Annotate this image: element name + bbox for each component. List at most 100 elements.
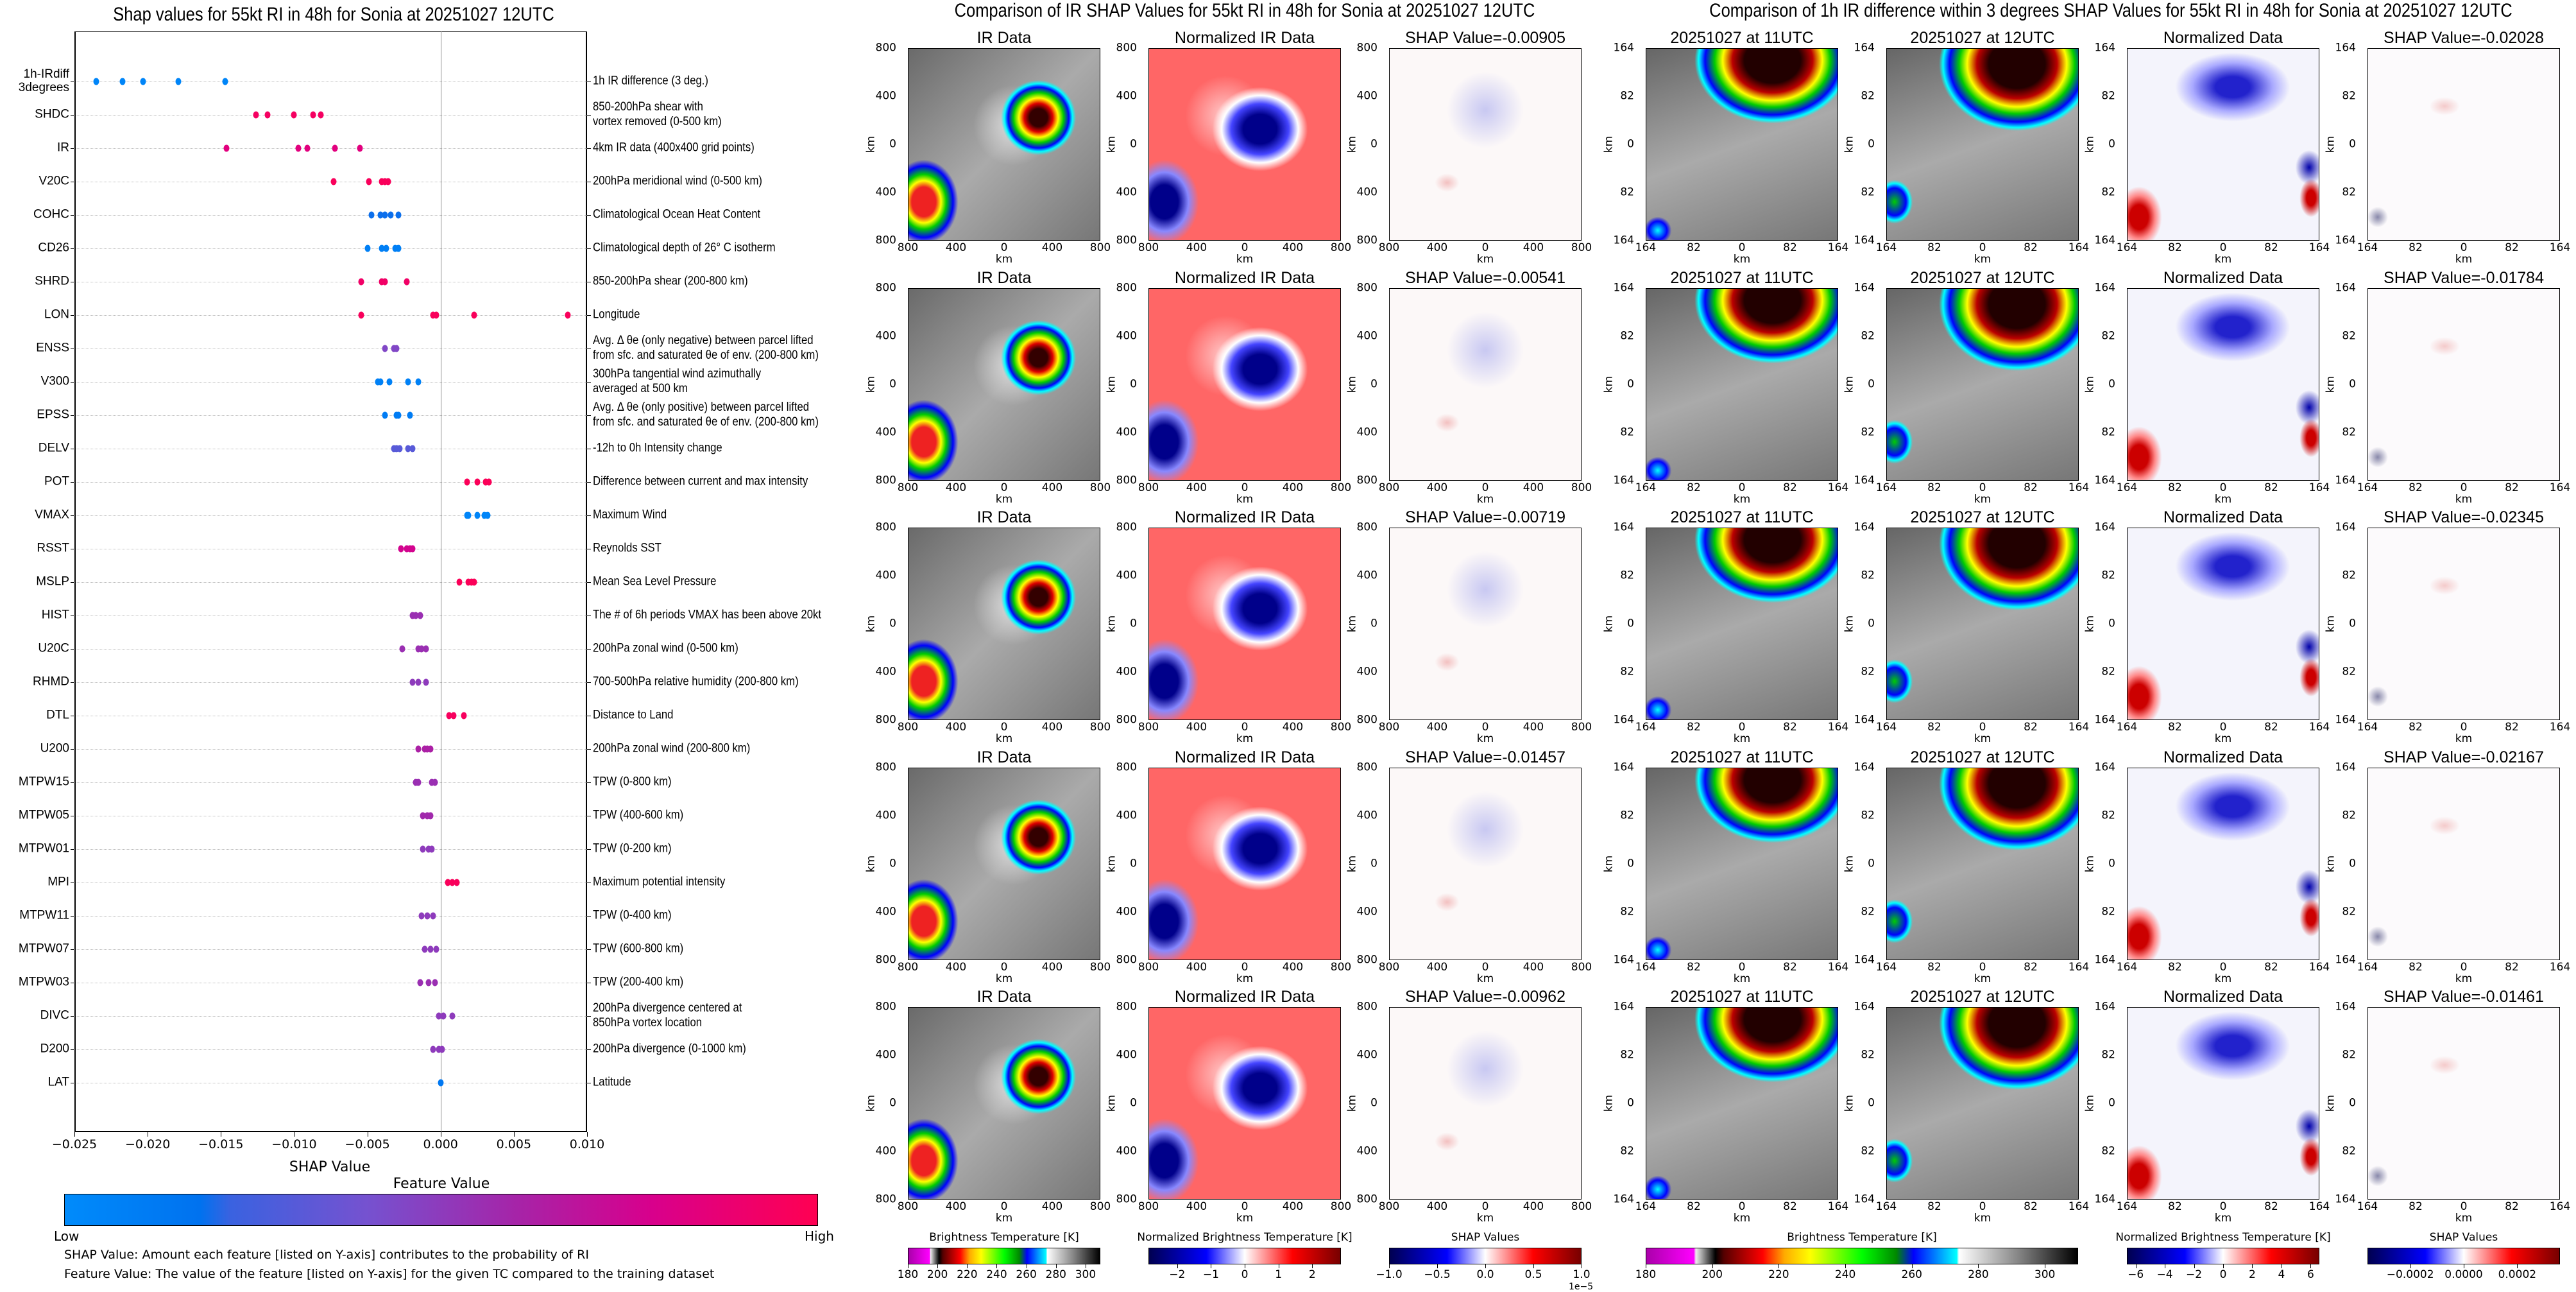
- image-panel-normalized-diff: [2127, 528, 2319, 720]
- y-tick-label: 82: [2101, 569, 2115, 582]
- x-tick-label: 164: [1875, 241, 1897, 254]
- shap-point: [427, 812, 434, 820]
- y-tick-label: 0: [2349, 857, 2356, 870]
- panel-title: 20251027 at 11UTC: [1670, 268, 1814, 287]
- shap-point: [449, 879, 456, 886]
- x-tick-label: 400: [1186, 241, 1207, 254]
- shap-point: [424, 745, 431, 753]
- y-tick-label: 400: [1116, 569, 1137, 582]
- y-tick-label: 164: [1854, 474, 1875, 487]
- y-tick-label: 0: [1868, 1096, 1875, 1110]
- feature-label: 1h-IRdiff 3degrees: [18, 67, 69, 94]
- colorbar-tick: [1177, 1264, 1178, 1268]
- colorbar-tick-label: 260: [1901, 1268, 1922, 1281]
- x-tick-label: −0.010: [271, 1137, 317, 1151]
- shap-point: [439, 1046, 445, 1053]
- x-tick-label: 800: [1089, 241, 1111, 254]
- x-tick-label: 800: [1330, 481, 1352, 494]
- y-tick-label: 400: [1116, 809, 1137, 822]
- image-panel-ir-11utc: [1646, 288, 1838, 481]
- shap-point: [427, 945, 434, 953]
- grid-line: [74, 482, 587, 483]
- image-panel-normalized-diff: [2127, 767, 2319, 960]
- y-tick-label: 82: [1620, 569, 1634, 582]
- y-tick-label: 0: [1370, 377, 1378, 390]
- feature-description: 850-200hPa shear with vortex removed (0-…: [593, 100, 722, 128]
- y-tick-label: 800: [1356, 41, 1378, 55]
- image-panel-normalized-ir: [1148, 528, 1341, 720]
- shap-point: [379, 245, 385, 252]
- x-tick-label: 0: [1738, 481, 1746, 494]
- y-tick-label: 164: [1854, 1000, 1875, 1013]
- x-tick-label: 82: [2168, 721, 2182, 734]
- y-tick-label: 0: [2108, 377, 2115, 390]
- y-tick-right: [587, 782, 591, 783]
- shap-point: [471, 311, 477, 319]
- y-tick-label: 0: [889, 617, 896, 630]
- x-tick-label: 164: [2116, 241, 2138, 254]
- shap-point: [318, 111, 324, 119]
- y-axis-label: km: [1843, 135, 1856, 153]
- image-panel-ir-11utc: [1646, 48, 1838, 241]
- y-tick-label: 164: [1854, 234, 1875, 247]
- shap-point: [430, 1046, 436, 1053]
- x-axis-label: km: [1476, 492, 1494, 506]
- x-tick-label: 82: [1927, 481, 1941, 494]
- colorbar-tick-label: 1: [1275, 1268, 1283, 1281]
- colorbar: [1389, 1248, 1582, 1264]
- y-tick-label: 800: [1356, 761, 1378, 773]
- y-tick-label: 82: [1620, 426, 1634, 438]
- shap-point: [418, 912, 425, 920]
- grid-line: [74, 148, 587, 149]
- image-panel-diff-shap: [2367, 767, 2560, 960]
- y-tick-label: 82: [2342, 665, 2356, 678]
- x-tick-label: 800: [1571, 241, 1592, 254]
- y-tick-label: 0: [1370, 857, 1378, 870]
- y-tick-label: 82: [1861, 1048, 1875, 1062]
- x-tick-label: 82: [1687, 721, 1701, 734]
- y-tick-label: 164: [2335, 1000, 2356, 1013]
- shap-point: [375, 378, 381, 386]
- shap-point: [484, 512, 491, 519]
- y-tick-label: 800: [1356, 1000, 1378, 1013]
- colorbar-tick-label: 280: [1968, 1268, 1989, 1281]
- x-tick-label: 164: [2116, 960, 2138, 974]
- y-tick-label: 0: [2349, 137, 2356, 151]
- y-tick-right: [587, 248, 591, 249]
- panel-title: IR Data: [977, 268, 1032, 287]
- shap-point: [427, 745, 434, 753]
- colorbar-tick: [1845, 1264, 1847, 1268]
- x-tick-label: 0: [1738, 241, 1746, 254]
- x-tick-label: 0: [1000, 721, 1008, 734]
- y-tick-label: 400: [1356, 185, 1378, 199]
- x-tick-label: 164: [2549, 241, 2571, 254]
- feature-description: 200hPa zonal wind (0-500 km): [593, 641, 738, 655]
- y-tick-label: 164: [1613, 41, 1634, 55]
- x-tick-label: 164: [1827, 960, 1849, 974]
- x-tick-label: 0: [1481, 1200, 1489, 1213]
- ir-comparison-title: Comparison of IR SHAP Values for 55kt RI…: [954, 0, 1535, 21]
- panel-title: Normalized IR Data: [1174, 29, 1315, 47]
- x-tick-label: 164: [1875, 1200, 1897, 1213]
- feature-description: TPW (600-800 km): [593, 942, 684, 956]
- x-axis-label: km: [1974, 492, 1992, 506]
- shap-point: [446, 712, 452, 719]
- y-tick-right: [587, 849, 591, 850]
- x-tick-label: 400: [1523, 481, 1544, 494]
- y-tick-label: 0: [889, 857, 896, 870]
- feature-label: MTPW05: [18, 808, 69, 822]
- x-tick-label: 400: [1282, 241, 1304, 254]
- colorbar-tick: [2135, 1264, 2137, 1268]
- feature-description: 200hPa divergence (0-1000 km): [593, 1042, 746, 1056]
- x-tick-label: 0: [2219, 241, 2227, 254]
- y-tick-label: 800: [875, 1193, 896, 1206]
- shap-point: [415, 645, 422, 653]
- y-tick-label: 0: [1130, 377, 1137, 390]
- y-tick-label: 800: [875, 761, 896, 773]
- x-tick-label: 800: [1571, 481, 1592, 494]
- y-tick-label: 0: [1130, 1096, 1137, 1110]
- y-tick-label: 164: [2094, 1000, 2115, 1013]
- shap-chart-title: Shap values for 55kt RI in 48h for Sonia…: [113, 4, 554, 25]
- x-tick-label: 400: [1282, 1200, 1304, 1213]
- x-tick-label: 800: [897, 721, 919, 734]
